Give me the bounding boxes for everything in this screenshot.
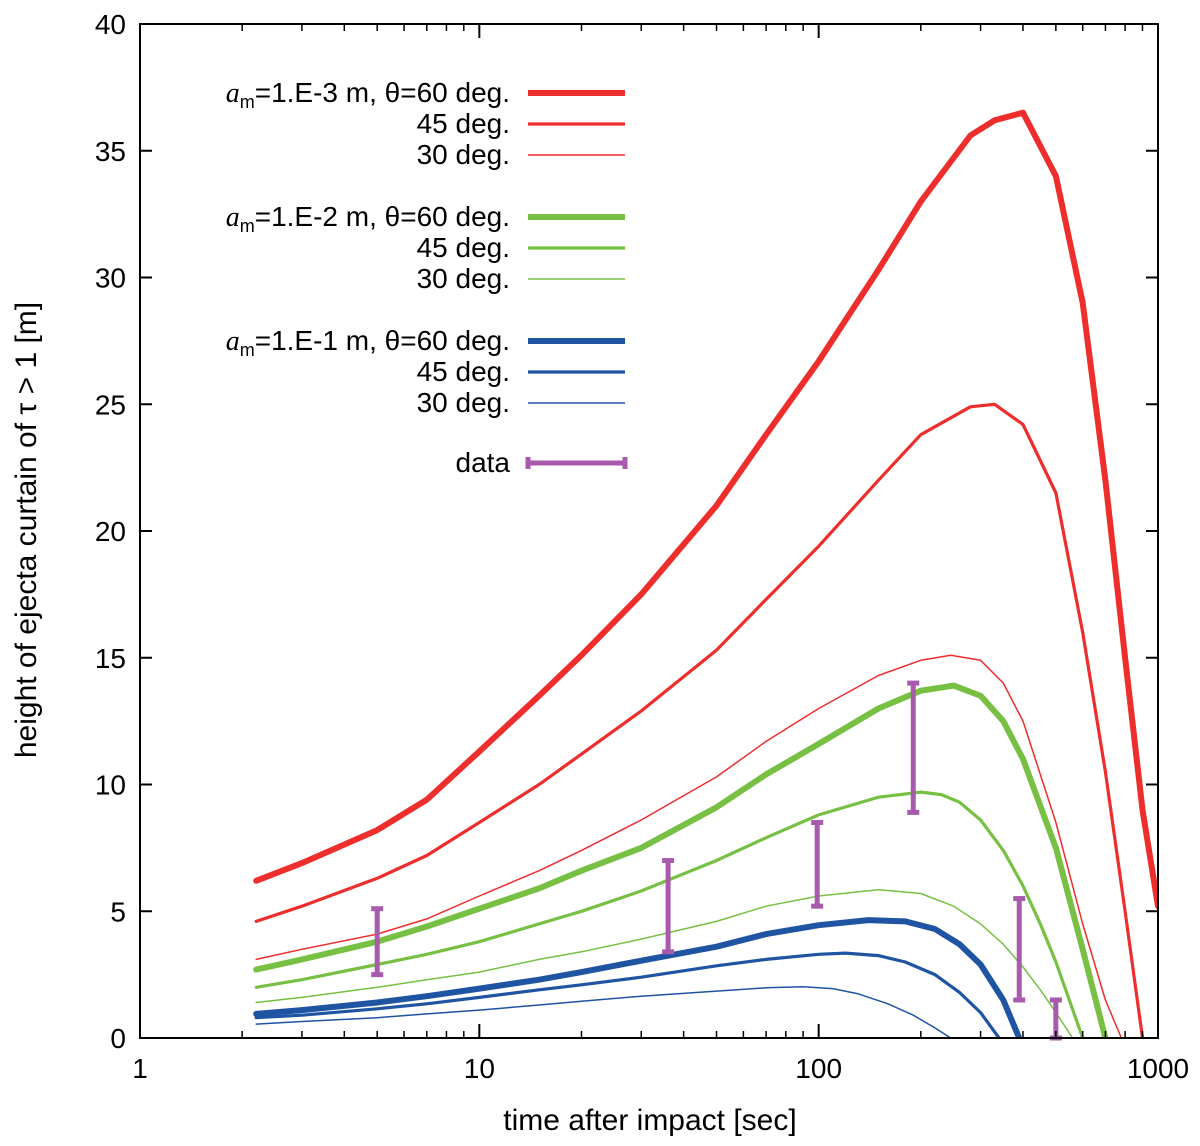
legend-label: 30 deg. [417,139,510,170]
legend-label: 45 deg. [417,356,510,387]
series-group [253,109,1158,1038]
series-line-blue-medium [254,951,1001,1038]
data-error-bar [662,858,675,955]
legend-label-data: data [456,447,511,478]
data-error-bar [371,906,384,978]
legend-label: 30 deg. [417,263,510,294]
data-error-bar [907,680,920,815]
series-line-red-medium [254,402,1145,1038]
y-tick-label: 20 [95,516,126,547]
legend-label: 45 deg. [417,108,510,139]
x-tick-label: 1 [132,1053,148,1084]
plot-area: 0 5 10 15 20 25 30 35 40 1 10 100 1000 am=1.E-3 m, θ=… [95,9,1189,1084]
y-tick-label: 0 [110,1023,126,1054]
y-axis-title: height of ejecta curtain of τ > 1 [m] [10,302,43,758]
x-tick-label: 1000 [1127,1053,1189,1084]
plot-frame [139,23,1159,1039]
x-tick-label: 10 [464,1053,495,1084]
y-tick-label: 15 [95,643,126,674]
series-line-green-thick [253,682,1109,1038]
data-error-bar [1013,896,1026,1003]
y-tick-label: 10 [95,770,126,801]
legend-label: am=1.E-1 m, θ=60 deg. [226,325,510,360]
series-line-blue-thick [253,917,1023,1038]
y-tick-label: 35 [95,136,126,167]
y-tick-label: 40 [95,9,126,40]
legend: am=1.E-3 m, θ=60 deg.45 deg.30 deg.am=1.… [226,77,628,478]
series-line-red-thick [253,109,1158,910]
legend-label: am=1.E-2 m, θ=60 deg. [226,201,510,236]
legend-label: am=1.E-3 m, θ=60 deg. [226,77,510,112]
legend-label: 30 deg. [417,387,510,418]
data-error-bar [811,820,824,909]
series-line-blue-thin [255,986,952,1038]
series-line-green-medium [254,790,1085,1038]
y-tick-label: 25 [95,389,126,420]
y-tick-label: 5 [110,896,126,927]
x-axis-title: time after impact [sec] [503,1104,796,1137]
series-line-red-thin [255,654,1123,1038]
x-tick-label: 100 [795,1053,842,1084]
y-tick-label: 30 [95,263,126,294]
legend-label: 45 deg. [417,232,510,263]
